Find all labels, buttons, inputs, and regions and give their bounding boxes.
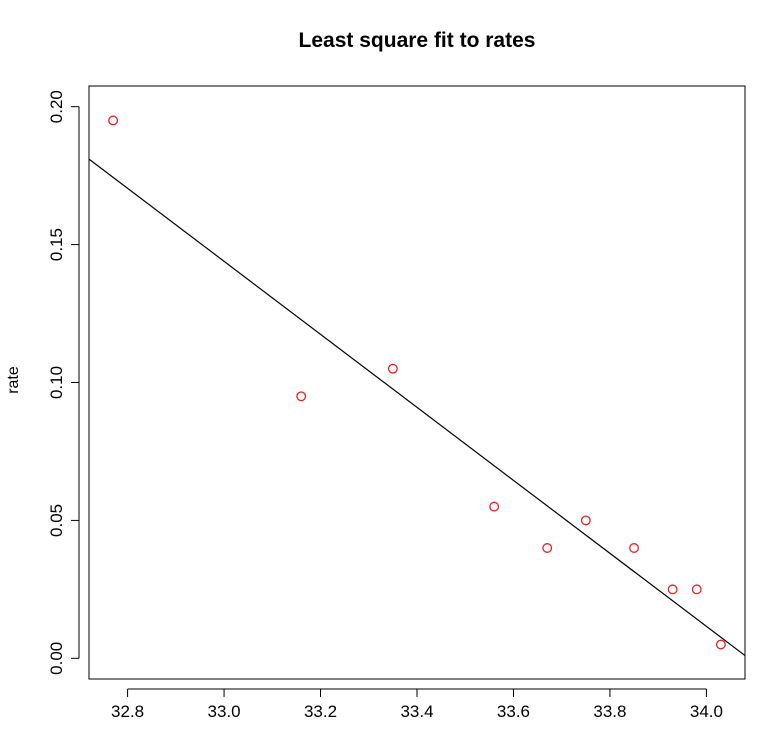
x-tick-label: 33.0 <box>208 702 241 721</box>
data-point <box>387 363 398 374</box>
data-point <box>108 115 119 126</box>
y-tick-label: 0.15 <box>47 228 66 261</box>
data-point <box>691 584 702 595</box>
fit-line <box>88 158 746 657</box>
data-point <box>715 639 726 650</box>
x-tick-label: 32.8 <box>111 702 144 721</box>
data-points-layer <box>108 115 726 650</box>
x-tick-label: 33.4 <box>400 702 433 721</box>
plot-frame <box>88 85 746 680</box>
x-axis: 32.8 33.0 33.2 33.4 33.6 33.8 34.0 <box>111 688 723 721</box>
y-axis: 0.00 0.05 0.10 0.15 0.20 <box>47 90 80 675</box>
data-point <box>489 501 500 512</box>
data-point <box>296 391 307 402</box>
data-point <box>629 543 640 553</box>
y-tick-label: 0.10 <box>47 366 66 399</box>
chart-title: Least square fit to rates <box>299 29 536 52</box>
data-point <box>580 515 591 526</box>
plot-box <box>88 85 746 680</box>
y-tick-label: 0.00 <box>47 642 66 675</box>
fit-line-layer <box>88 158 746 657</box>
x-tick-label: 34.0 <box>690 702 723 721</box>
x-tick-label: 33.2 <box>304 702 337 721</box>
data-point <box>542 543 553 553</box>
y-tick-label: 0.20 <box>47 90 66 123</box>
x-tick-label: 33.6 <box>497 702 530 721</box>
x-tick-label: 33.8 <box>593 702 626 721</box>
data-point <box>667 584 678 595</box>
y-axis-label: rate <box>5 366 22 394</box>
y-tick-label: 0.05 <box>47 504 66 537</box>
